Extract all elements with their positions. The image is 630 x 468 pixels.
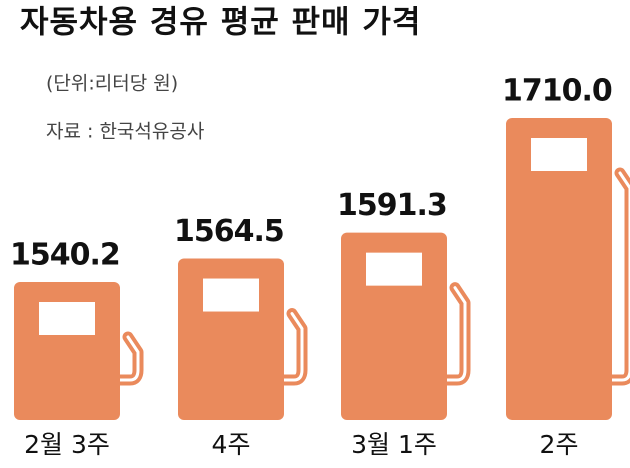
pump-hose	[606, 167, 630, 386]
value-label: 1540.2	[10, 238, 120, 273]
pump-screen	[366, 252, 422, 286]
pump-hose-inner	[118, 335, 140, 382]
value-label: 1591.3	[337, 188, 447, 223]
pump-hose-inner	[445, 286, 467, 382]
bar	[506, 118, 612, 420]
source: 자료 : 한국석유공사	[46, 121, 204, 143]
pump-screen	[531, 138, 587, 171]
pump-screen	[203, 278, 259, 312]
pump-screen	[39, 302, 95, 335]
value-label: 1710.0	[502, 74, 612, 109]
pump-hose	[441, 282, 471, 386]
pump-hose-inner	[282, 312, 304, 382]
value-label: 1564.5	[174, 214, 284, 249]
x-tick-label: 3월 1주	[351, 430, 437, 459]
x-tick-label: 2주	[540, 430, 579, 459]
x-tick-label: 2월 3주	[24, 430, 110, 459]
pump-hose	[114, 331, 144, 386]
chart-title: 자동차용 경유 평균 판매 가격	[20, 5, 421, 41]
subtitle: (단위:리터당 원)	[46, 73, 178, 95]
x-tick-label: 4주	[212, 430, 251, 459]
